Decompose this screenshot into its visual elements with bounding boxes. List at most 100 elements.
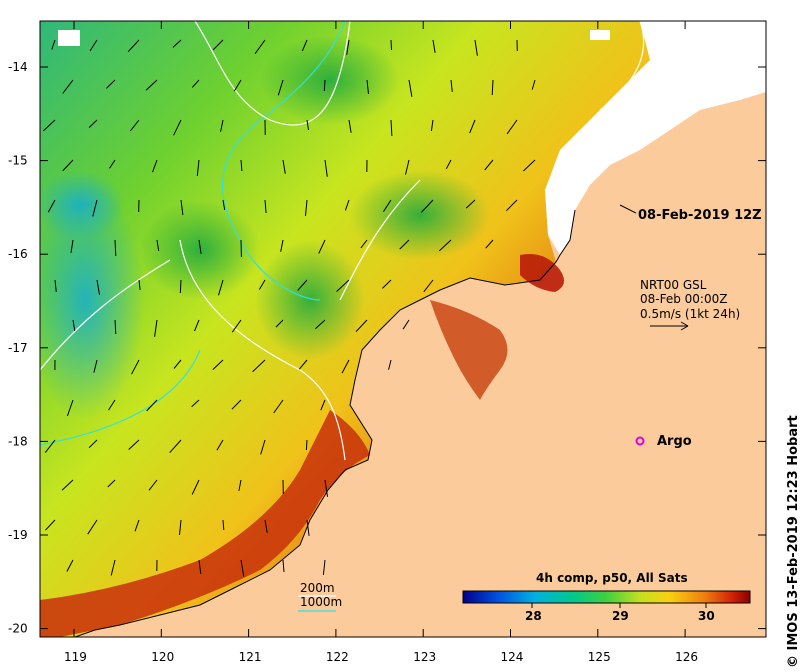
time-label: 08-Feb-2019 12Z	[638, 208, 762, 223]
colorbar-tick-29: 29	[612, 609, 629, 623]
current-vector	[54, 279, 57, 292]
current-vector	[216, 439, 224, 451]
current-vector	[145, 79, 158, 91]
plot-frame	[39, 20, 767, 638]
current-vector	[172, 39, 182, 48]
current-vector	[196, 159, 200, 176]
current-vector	[180, 199, 184, 215]
colorbar-title: 4h comp, p50, All Sats	[536, 571, 688, 585]
current-time-label: 08-Feb 00:00Z	[640, 292, 727, 306]
current-vector	[366, 79, 369, 94]
current-vector	[531, 79, 536, 90]
current-vector	[305, 439, 308, 451]
isobath-1000m-label: 1000m	[300, 595, 342, 609]
current-vector	[275, 319, 284, 328]
current-vector	[70, 239, 74, 253]
current-vector	[324, 479, 328, 497]
current-vector	[108, 399, 116, 411]
current-vector	[87, 519, 98, 535]
current-vector	[341, 359, 350, 374]
current-vector	[305, 199, 308, 216]
x-tick-label: 124	[501, 650, 524, 664]
credit-label: © IMOS 13-Feb-2019 12:23 Hobart	[786, 415, 801, 668]
scale-arrow	[650, 321, 689, 331]
current-vector	[240, 159, 243, 172]
current-vector	[315, 319, 326, 330]
current-vector	[430, 119, 434, 131]
current-vector	[348, 119, 352, 133]
argo-marker	[635, 436, 645, 446]
current-vector	[89, 39, 98, 52]
current-vector	[66, 559, 74, 572]
current-vector	[485, 239, 494, 249]
current-vector	[408, 79, 413, 97]
current-vector	[233, 79, 242, 92]
current-vector	[336, 279, 350, 292]
current-vector	[62, 79, 74, 94]
current-vector	[198, 559, 202, 574]
current-vector	[382, 279, 392, 289]
current-vector	[138, 279, 141, 290]
current-vector	[131, 359, 140, 375]
current-vector	[218, 279, 224, 296]
gulf-warm-water	[430, 300, 508, 400]
current-vector	[240, 559, 245, 577]
plot-area	[40, 21, 766, 637]
current-vector	[66, 399, 74, 417]
y-tick-label: -17	[8, 341, 28, 355]
y-axis: -14 -15 -16 -17 -18 -19 -20	[8, 60, 766, 636]
current-vector	[280, 239, 284, 252]
isobath-1000m	[40, 21, 645, 461]
current-vector	[72, 319, 76, 331]
current-vector	[264, 519, 268, 533]
current-vector	[254, 39, 266, 55]
y-tick-label: -20	[8, 622, 28, 636]
colorbar-tick-30: 30	[698, 609, 715, 623]
current-vector	[421, 199, 434, 213]
current-vector	[382, 199, 392, 212]
current-vector	[474, 39, 478, 56]
current-vector	[238, 479, 242, 491]
current-vector	[198, 239, 202, 254]
y-tick-label: -16	[8, 247, 28, 261]
current-vector	[306, 119, 309, 130]
current-vector	[191, 399, 200, 408]
current-vector	[51, 39, 56, 50]
current-vector	[469, 119, 476, 134]
current-vector	[306, 519, 310, 536]
current-vector	[93, 359, 98, 373]
current-vector	[323, 79, 326, 92]
current-vector	[62, 159, 74, 172]
isobath-200m-label: 200m	[300, 581, 335, 595]
current-vector	[260, 439, 266, 455]
current-vector	[388, 359, 392, 370]
current-vector	[148, 479, 158, 491]
current-vector	[484, 159, 494, 171]
current-vector	[212, 39, 224, 51]
current-vector	[154, 319, 158, 337]
current-vector	[297, 279, 308, 291]
current-vector	[399, 239, 410, 250]
current-vector	[156, 239, 160, 251]
coastline	[74, 209, 576, 637]
current-vector	[318, 239, 326, 254]
current-vector	[173, 359, 182, 369]
argo-label: Argo	[657, 434, 692, 449]
current-vector	[88, 439, 98, 449]
current-vector	[445, 159, 452, 170]
current-vector	[322, 559, 326, 575]
current-vector	[191, 79, 200, 88]
current-vector	[88, 119, 98, 128]
current-vector	[355, 319, 368, 332]
current-vector	[146, 399, 158, 412]
x-tick-label: 121	[239, 650, 262, 664]
current-vector	[432, 39, 436, 53]
x-tick-label: 126	[675, 650, 698, 664]
current-vector	[222, 199, 226, 210]
current-vector	[298, 359, 308, 370]
current-vector	[390, 119, 393, 137]
current-vector	[231, 399, 242, 410]
current-vector	[45, 519, 56, 531]
current-vector	[179, 279, 182, 294]
current-vector	[220, 119, 224, 132]
